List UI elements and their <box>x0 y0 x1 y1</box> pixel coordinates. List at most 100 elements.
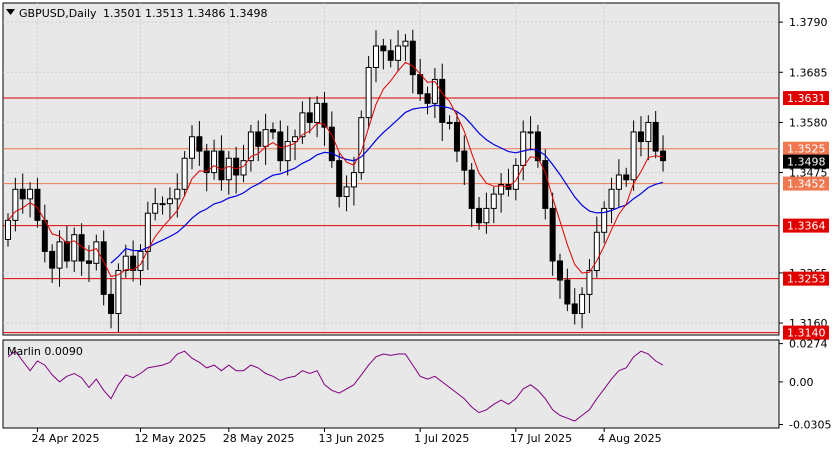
candle-body <box>41 219 48 252</box>
level-tag-box <box>783 325 829 340</box>
candle-body <box>269 129 276 133</box>
candle-body <box>152 203 159 214</box>
symbol-label: GBPUSD,Daily <box>19 7 97 20</box>
candle-body <box>218 150 225 181</box>
candle-body <box>19 188 26 200</box>
level-tag-box <box>783 91 829 106</box>
candle-body <box>321 102 328 128</box>
candle-body <box>63 241 70 262</box>
candle-body <box>439 78 446 123</box>
candle-body <box>402 40 409 47</box>
candle-body <box>571 303 578 315</box>
candle-body <box>306 112 313 123</box>
candle-body <box>512 164 519 190</box>
time-tick-label: 13 Jun 2025 <box>318 432 384 445</box>
candle-body <box>380 45 387 52</box>
candle-body <box>314 102 321 123</box>
candle-body <box>461 150 468 171</box>
price-tick-label: 1.3475 <box>789 167 828 180</box>
level-tag-label: 1.3364 <box>787 220 826 233</box>
candle-body <box>196 136 203 152</box>
level-tag-box <box>783 271 829 286</box>
candle-body <box>615 174 622 190</box>
time-tick-label: 1 Jul 2025 <box>414 432 469 445</box>
level-tag-box <box>783 141 829 156</box>
candle-body <box>85 260 92 264</box>
indicator-axis-ticks: 0.0274 0.00 -0.0305 <box>779 338 831 432</box>
candle-body <box>233 157 240 176</box>
time-tick-label: 17 Jul 2025 <box>510 432 572 445</box>
candle-body <box>637 131 644 143</box>
candle-body <box>476 207 483 224</box>
candle-body <box>5 219 11 240</box>
candle-body <box>343 186 350 197</box>
indicator-tick-label: 0.0274 <box>789 338 828 351</box>
time-tick-label: 24 Apr 2025 <box>31 432 99 445</box>
candle-body <box>446 121 453 124</box>
candle-body <box>483 207 490 224</box>
indicator-label: Marlin 0.0090 <box>7 345 83 358</box>
candle-body <box>71 234 78 262</box>
candle-body <box>108 293 115 315</box>
candle-body <box>387 50 394 61</box>
candle-body <box>498 184 505 195</box>
candle-body <box>262 129 269 147</box>
candle-body <box>34 188 41 221</box>
candle-body <box>424 93 431 104</box>
candle-body <box>593 231 600 272</box>
candle-body <box>601 207 608 233</box>
candle-body <box>189 136 195 159</box>
ma-fast-line <box>7 61 664 278</box>
symbol-menu-icon[interactable] <box>6 9 15 15</box>
candle-body <box>49 250 56 269</box>
candle-body <box>284 141 291 162</box>
price-tick-label: 1.3790 <box>789 16 828 29</box>
candle-body <box>365 66 372 119</box>
candle-body <box>174 188 181 200</box>
candle-body <box>652 121 659 152</box>
level-tag-label: 1.3140 <box>787 327 826 340</box>
candle-body <box>490 193 497 209</box>
candle-body <box>247 131 254 162</box>
candle-body <box>159 203 166 206</box>
marlin-line <box>7 350 664 422</box>
candle-body <box>660 150 667 162</box>
candle-body <box>225 157 232 181</box>
candle-body <box>417 74 424 95</box>
level-tag-label: 1.3631 <box>787 92 826 105</box>
time-tick-label: 12 May 2025 <box>134 432 206 445</box>
level-tags: 1.3631 1.3525 1.3452 1.3364 1.3253 1.3140 1.34… <box>783 91 829 340</box>
candle-body <box>328 126 335 162</box>
candle-body <box>373 45 379 68</box>
candle-body <box>645 121 652 143</box>
candle-body <box>336 160 343 197</box>
candle-body <box>520 131 527 166</box>
candles <box>5 29 667 333</box>
candle-body <box>630 131 637 181</box>
level-tag-box <box>783 176 829 191</box>
candle-body <box>542 160 549 209</box>
candle-body <box>211 150 218 174</box>
candle-body <box>100 241 107 295</box>
candle-body <box>166 198 173 205</box>
candle-body <box>579 293 586 315</box>
level-tag-label: 1.3452 <box>787 178 826 191</box>
candle-body <box>409 40 416 76</box>
candle-body <box>549 207 556 262</box>
price-tick-label: 1.3685 <box>789 66 828 79</box>
current-price-label: 1.3498 <box>787 156 826 169</box>
candle-body <box>468 169 475 209</box>
candle-body <box>56 241 63 269</box>
level-lines <box>3 97 779 334</box>
candle-body <box>350 172 357 188</box>
candle-body <box>292 136 299 143</box>
time-tick-label: 28 May 2025 <box>223 432 295 445</box>
current-price-tag <box>783 154 829 169</box>
indicator-tick-label: -0.0305 <box>789 419 831 432</box>
ma-slow-line <box>110 104 664 264</box>
candle-body <box>431 78 438 104</box>
candle-body <box>534 131 541 162</box>
level-tag-label: 1.3525 <box>787 143 826 156</box>
level-tag-box <box>783 218 829 233</box>
